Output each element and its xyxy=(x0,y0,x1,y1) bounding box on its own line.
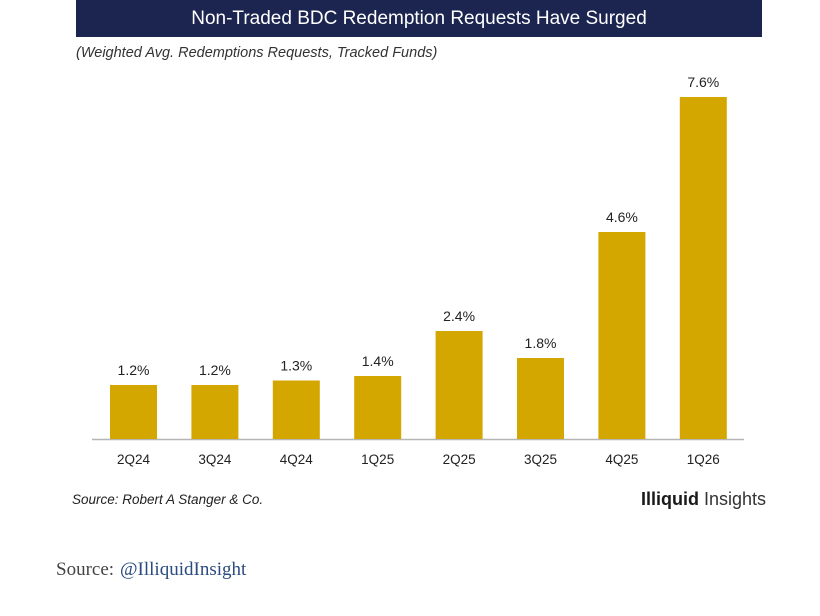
chart-title-banner: Non-Traded BDC Redemption Requests Have … xyxy=(76,0,762,37)
page-source-label: Source: xyxy=(56,559,115,580)
bar-1Q25 xyxy=(354,376,402,439)
bar-value-label: 1.2% xyxy=(118,362,150,378)
chart-source-note: Source: Robert A Stanger & Co. xyxy=(72,492,264,507)
chart-subtitle: (Weighted Avg. Redemptions Requests, Tra… xyxy=(76,45,438,61)
brand-bold: Illiquid xyxy=(640,489,699,509)
bar-value-label: 1.4% xyxy=(362,353,394,369)
bar-1Q26 xyxy=(679,97,727,439)
bar-value-label: 7.6% xyxy=(687,74,719,90)
x-tick-label: 1Q26 xyxy=(687,452,720,467)
bar-3Q24 xyxy=(191,385,239,439)
x-tick-label: 3Q25 xyxy=(524,452,557,467)
bar-value-label: 2.4% xyxy=(443,308,475,324)
bar-2Q24 xyxy=(110,385,157,439)
bar-4Q24 xyxy=(272,380,320,439)
bar-4Q25 xyxy=(598,232,646,439)
bar-chart: 1.2% 2Q24 1.2% 3Q24 1.3% 4Q24 1.4% 1Q25 2.4% 2Q25… xyxy=(92,74,744,467)
brand-logo: Illiquid Insights xyxy=(641,489,766,510)
x-tick-label: 4Q24 xyxy=(280,452,314,467)
bar-value-label: 1.3% xyxy=(280,358,312,374)
bar-3Q25 xyxy=(517,358,564,439)
source-link[interactable]: @IlliquidInsight xyxy=(120,559,247,580)
page-source: Source: @IlliquidInsight xyxy=(56,559,246,581)
chart-title: Non-Traded BDC Redemption Requests Have … xyxy=(191,7,647,29)
brand-regular: Insights xyxy=(698,489,766,509)
x-tick-label: 2Q24 xyxy=(117,452,151,467)
bar-value-label: 1.2% xyxy=(199,362,231,378)
bar-value-label: 4.6% xyxy=(606,209,638,225)
x-tick-label: 2Q25 xyxy=(443,452,476,467)
x-tick-label: 3Q24 xyxy=(198,452,232,467)
bar-value-label: 1.8% xyxy=(525,335,557,351)
x-tick-label: 4Q25 xyxy=(605,452,638,467)
x-tick-label: 1Q25 xyxy=(361,452,394,467)
bar-2Q25 xyxy=(435,331,483,439)
